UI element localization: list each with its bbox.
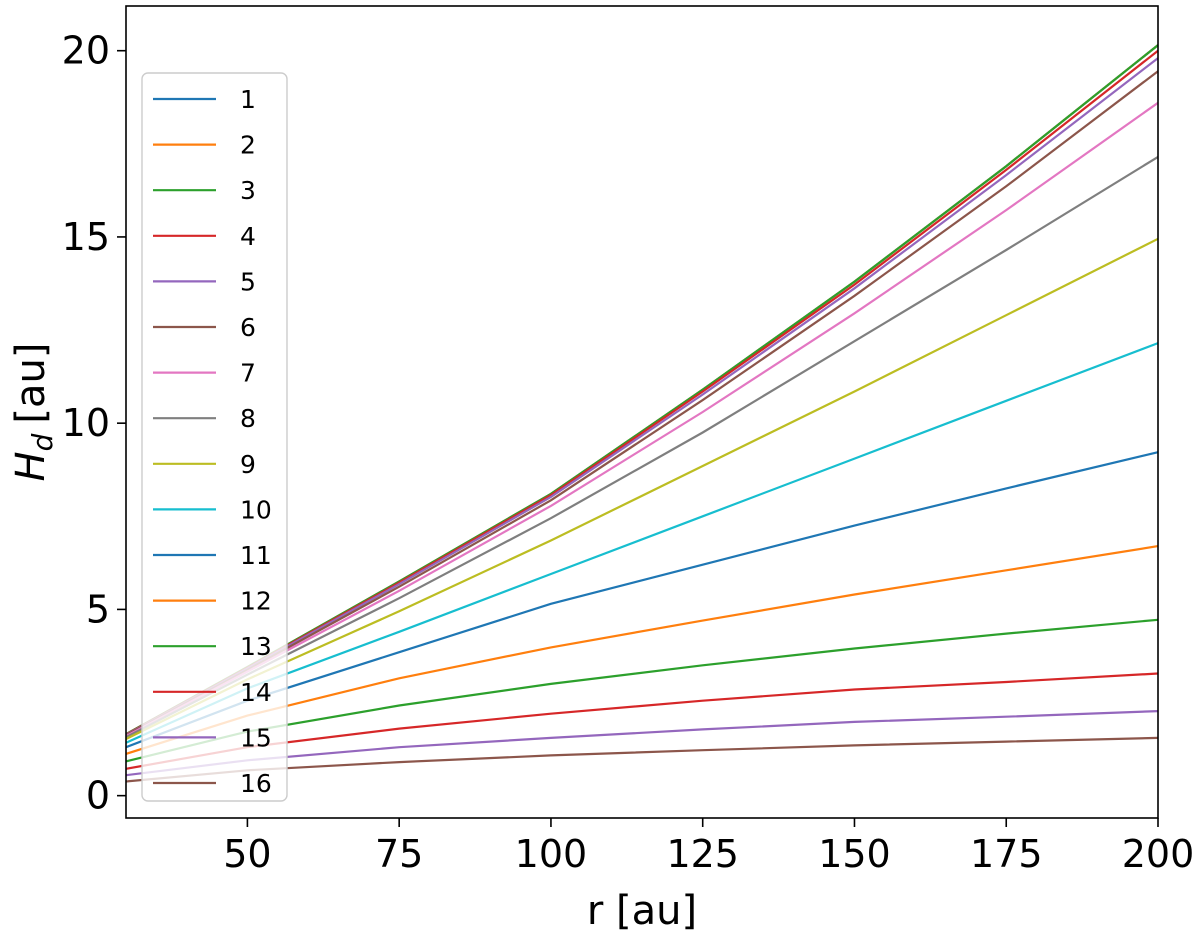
- legend-label-2: 2: [240, 131, 256, 160]
- y-axis-title-main: H: [8, 451, 54, 481]
- legend-label-8: 8: [240, 404, 256, 433]
- legend-label-10: 10: [240, 495, 272, 524]
- y-tick-label: 5: [86, 587, 110, 631]
- legend-label-9: 9: [240, 450, 256, 479]
- legend-label-15: 15: [240, 723, 272, 752]
- y-tick-label: 15: [62, 215, 110, 259]
- y-tick-label: 10: [62, 401, 110, 445]
- x-tick-label: 75: [375, 832, 423, 876]
- y-tick-label: 0: [86, 774, 110, 818]
- x-tick-label: 175: [970, 832, 1043, 876]
- legend-label-3: 3: [240, 176, 256, 205]
- x-tick-label: 150: [818, 832, 891, 876]
- x-tick-label: 50: [223, 832, 271, 876]
- legend-label-11: 11: [240, 541, 272, 570]
- legend-label-16: 16: [240, 769, 272, 798]
- legend-label-5: 5: [240, 267, 256, 296]
- y-axis-title: Hd [au]: [8, 343, 59, 482]
- x-tick-label: 200: [1122, 832, 1195, 876]
- y-axis-title-subscript: d: [26, 433, 59, 451]
- plot-frame: [125, 5, 1159, 819]
- x-tick-label: 100: [515, 832, 588, 876]
- legend-label-13: 13: [240, 632, 272, 661]
- legend-label-6: 6: [240, 313, 256, 342]
- legend-label-12: 12: [240, 587, 272, 616]
- x-axis-title: r [au]: [587, 888, 697, 934]
- y-axis-title-unit: [au]: [8, 343, 54, 424]
- x-tick-label: 125: [666, 832, 739, 876]
- legend-label-7: 7: [240, 359, 256, 388]
- legend-box: [141, 72, 288, 802]
- legend-label-4: 4: [240, 222, 256, 251]
- legend-label-14: 14: [240, 678, 272, 707]
- legend-label-1: 1: [240, 85, 256, 114]
- y-tick-label: 20: [62, 29, 110, 73]
